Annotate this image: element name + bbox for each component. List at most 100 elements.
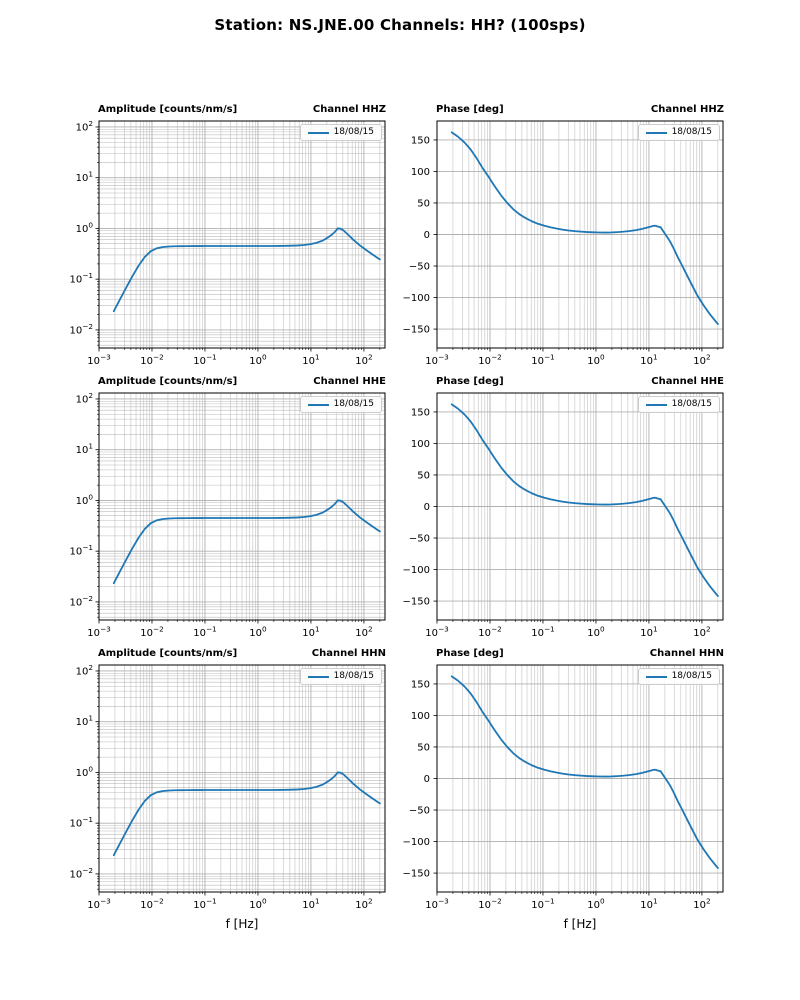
legend-line-swatch [645, 131, 667, 134]
plot-area-amplitude-hhn: 10−3 10−2 10−1 100 101 102 102 101 100 10−1 10−2 [70, 663, 386, 911]
plot-area-amplitude-hhe: 10−3 10−2 10−1 100 101 102 102 101 100 10−1 10−2 [70, 391, 386, 639]
svg-text:102: 102 [355, 897, 372, 912]
svg-text:0: 0 [424, 502, 430, 513]
svg-text:10−1: 10−1 [531, 897, 555, 912]
svg-text:50: 50 [417, 742, 430, 753]
svg-text:100: 100 [76, 220, 94, 235]
svg-text:10−1: 10−1 [70, 815, 94, 830]
svg-text:100: 100 [411, 167, 430, 178]
svg-text:102: 102 [76, 119, 93, 134]
svg-text:102: 102 [693, 897, 710, 912]
axes-title-left: Phase [deg] [436, 648, 504, 659]
svg-text:100: 100 [76, 764, 94, 779]
legend-label: 18/08/15 [671, 399, 712, 409]
svg-text:101: 101 [302, 353, 319, 368]
svg-text:10−3: 10−3 [87, 897, 111, 912]
svg-text:10−2: 10−2 [70, 594, 94, 609]
svg-text:100: 100 [249, 353, 267, 368]
legend-line-swatch [307, 403, 329, 406]
svg-text:10−2: 10−2 [140, 353, 163, 368]
axes-title-right: Channel HHN [311, 648, 386, 659]
axes-title-left: Amplitude [counts/nm/s] [98, 376, 238, 387]
svg-text:50: 50 [417, 198, 430, 209]
svg-text:10−1: 10−1 [531, 353, 555, 368]
axes-title-right: Channel HHZ [650, 104, 724, 115]
plot-area-amplitude-hhz: 10−3 10−2 10−1 100 101 102 102 101 100 10−1 10−2 [70, 119, 386, 367]
svg-text:10−2: 10−2 [70, 866, 94, 881]
legend: 18/08/15 [637, 396, 720, 413]
svg-text:10−2: 10−2 [478, 897, 501, 912]
svg-text:10−3: 10−3 [425, 625, 449, 640]
x-axis-label: f [Hz] [563, 917, 597, 931]
legend-label: 18/08/15 [333, 127, 374, 137]
svg-text:101: 101 [76, 714, 93, 729]
svg-text:10−2: 10−2 [140, 625, 163, 640]
svg-text:10−3: 10−3 [425, 897, 449, 912]
plot-area-phase-hhz: 10−3 10−2 10−1 100 101 102 150 100 50 0 −50 −100 −15… [403, 120, 724, 367]
legend: 18/08/15 [299, 124, 382, 141]
svg-text:−100: −100 [403, 837, 430, 848]
svg-text:100: 100 [249, 897, 267, 912]
svg-text:100: 100 [249, 625, 267, 640]
subplot-phase-hhn: Phase [deg] Channel HHN 10−3 10−2 10−1 100 1… [403, 648, 724, 931]
svg-text:101: 101 [302, 897, 319, 912]
svg-text:100: 100 [411, 439, 430, 450]
subplot-amplitude-hhn: Amplitude [counts/nm/s] Channel HHN 10−3… [70, 648, 387, 931]
svg-text:10−1: 10−1 [531, 625, 555, 640]
legend-line-swatch [307, 131, 329, 134]
svg-text:10−3: 10−3 [425, 353, 449, 368]
svg-text:−50: −50 [409, 806, 430, 817]
plot-area-phase-hhe: 10−3 10−2 10−1 100 101 102 150 100 50 0 −50 −100 −15… [403, 392, 724, 639]
svg-text:−50: −50 [409, 534, 430, 545]
svg-text:100: 100 [587, 353, 605, 368]
svg-text:102: 102 [693, 625, 710, 640]
svg-text:100: 100 [587, 897, 605, 912]
svg-text:102: 102 [76, 391, 93, 406]
svg-text:101: 101 [640, 353, 657, 368]
x-axis-label: f [Hz] [225, 917, 259, 931]
svg-text:10−2: 10−2 [70, 322, 94, 337]
svg-text:−50: −50 [409, 262, 430, 273]
svg-text:100: 100 [76, 492, 94, 507]
subplot-amplitude-hhz: Amplitude [counts/nm/s] Channel HHZ 10−3… [70, 104, 387, 367]
svg-text:−100: −100 [403, 565, 430, 576]
svg-text:102: 102 [76, 663, 93, 678]
axes-title-right: Channel HHE [651, 376, 724, 387]
svg-text:0: 0 [424, 774, 430, 785]
legend-line-swatch [307, 675, 329, 678]
svg-text:10−1: 10−1 [193, 897, 217, 912]
axes-title-left: Phase [deg] [436, 104, 504, 115]
svg-text:50: 50 [417, 470, 430, 481]
svg-text:−150: −150 [403, 597, 430, 608]
svg-text:10−1: 10−1 [193, 353, 217, 368]
axes-title-right: Channel HHN [649, 648, 724, 659]
svg-text:−150: −150 [403, 325, 430, 336]
legend: 18/08/15 [299, 396, 382, 413]
svg-text:−100: −100 [403, 293, 430, 304]
svg-text:10−1: 10−1 [193, 625, 217, 640]
svg-text:0: 0 [424, 230, 430, 241]
subplot-phase-hhe: Phase [deg] Channel HHE 10−3 10−2 10−1 100 1… [403, 376, 724, 639]
plot-area-phase-hhn: 10−3 10−2 10−1 100 101 102 150 100 50 0 −50 −100 −15… [403, 664, 724, 911]
legend: 18/08/15 [637, 124, 720, 141]
legend-label: 18/08/15 [671, 671, 712, 681]
axes-title-left: Amplitude [counts/nm/s] [98, 648, 238, 659]
svg-text:10−2: 10−2 [478, 353, 501, 368]
svg-text:10−3: 10−3 [87, 353, 111, 368]
svg-text:10−2: 10−2 [478, 625, 501, 640]
svg-text:−150: −150 [403, 869, 430, 880]
legend: 18/08/15 [299, 668, 382, 685]
svg-text:150: 150 [411, 407, 430, 418]
svg-text:150: 150 [411, 135, 430, 146]
svg-text:102: 102 [355, 353, 372, 368]
legend: 18/08/15 [637, 668, 720, 685]
svg-text:10−1: 10−1 [70, 543, 94, 558]
svg-text:100: 100 [411, 711, 430, 722]
figure-title: Station: NS.JNE.00 Channels: HH? (100sps… [214, 16, 586, 34]
legend-label: 18/08/15 [671, 127, 712, 137]
axes-title-right: Channel HHE [313, 376, 386, 387]
svg-text:101: 101 [76, 442, 93, 457]
subplot-amplitude-hhe: Amplitude [counts/nm/s] Channel HHE 10−3… [70, 376, 387, 639]
subplot-phase-hhz: Phase [deg] Channel HHZ 10−3 10−2 10−1 100 1… [403, 104, 724, 367]
